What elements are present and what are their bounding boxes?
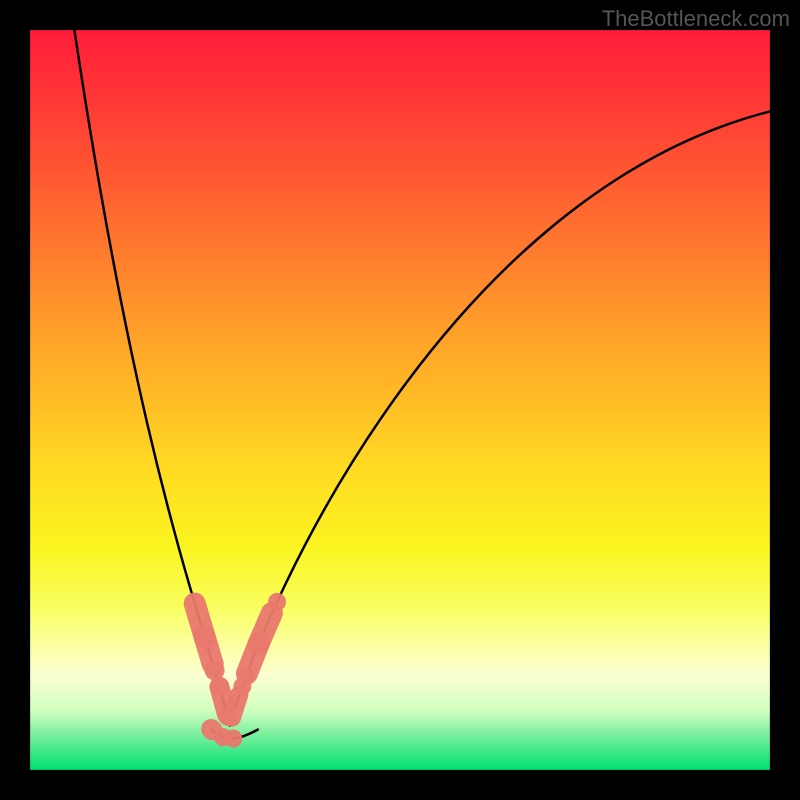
data-markers xyxy=(195,593,286,748)
watermark-text: TheBottleneck.com xyxy=(602,6,790,32)
bottleneck-chart: TheBottleneck.com xyxy=(0,0,800,800)
plot-border xyxy=(29,29,771,771)
curve-overlay xyxy=(0,0,800,800)
bottleneck-curve xyxy=(74,30,770,739)
